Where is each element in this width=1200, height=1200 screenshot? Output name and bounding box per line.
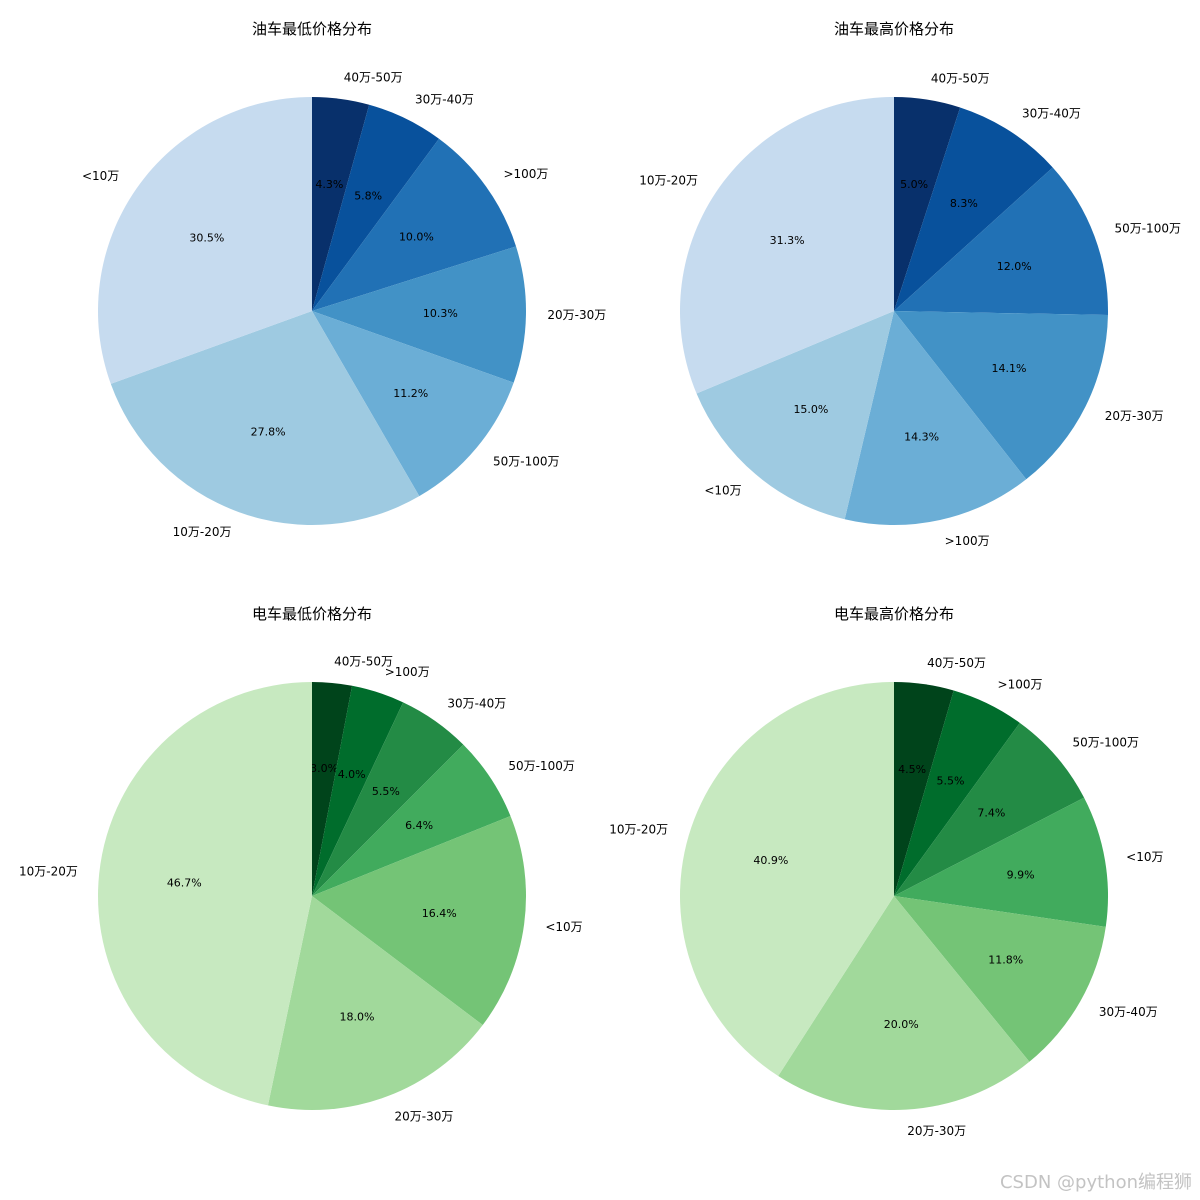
pie-slice bbox=[312, 682, 353, 896]
pie-slice bbox=[778, 896, 1030, 1110]
pie-slice bbox=[894, 690, 1020, 896]
slice-percent-label: 4.5% bbox=[898, 763, 926, 776]
slice-category-label: 20万-30万 bbox=[395, 1109, 454, 1123]
chart-title: 电车最高价格分布 bbox=[834, 605, 954, 623]
slice-category-label: 10万-20万 bbox=[173, 525, 232, 539]
slice-percent-label: 20.0% bbox=[884, 1018, 919, 1031]
slice-category-label: >100万 bbox=[998, 678, 1043, 692]
slice-category-label: <10万 bbox=[704, 483, 741, 497]
slice-percent-label: 10.3% bbox=[423, 307, 458, 320]
slice-percent-label: 11.8% bbox=[988, 953, 1023, 966]
pie-slice bbox=[110, 311, 420, 525]
slice-category-label: 50万-100万 bbox=[508, 759, 575, 773]
slice-percent-label: 3.0% bbox=[310, 762, 338, 775]
slice-percent-label: 27.8% bbox=[251, 426, 286, 439]
pie-slice bbox=[680, 97, 894, 394]
pie-slice bbox=[312, 104, 439, 311]
slice-category-label: <10万 bbox=[545, 920, 582, 934]
slice-percent-label: 30.5% bbox=[189, 231, 224, 244]
pie-slice bbox=[894, 167, 1108, 316]
pie-slice bbox=[894, 311, 1108, 480]
slice-category-label: >100万 bbox=[503, 167, 548, 181]
slice-category-label: 10万-20万 bbox=[609, 823, 668, 837]
slice-category-label: <10万 bbox=[82, 169, 119, 183]
pie-slice bbox=[312, 815, 527, 1026]
chart-title: 电车最低价格分布 bbox=[252, 605, 372, 623]
slice-percent-label: 14.3% bbox=[904, 430, 939, 443]
pie-slice bbox=[894, 107, 1053, 311]
slice-category-label: 20万-30万 bbox=[907, 1124, 966, 1138]
pie-slice bbox=[312, 311, 514, 497]
slice-category-label: 40万-50万 bbox=[927, 656, 986, 670]
slice-category-label: >100万 bbox=[385, 665, 430, 679]
chart-title: 油车最低价格分布 bbox=[252, 20, 372, 38]
slice-category-label: 10万-20万 bbox=[639, 174, 698, 188]
slice-category-label: 30万-40万 bbox=[447, 696, 506, 710]
pie-slice bbox=[696, 311, 894, 520]
slice-category-label: <10万 bbox=[1126, 850, 1163, 864]
slice-percent-label: 31.3% bbox=[770, 234, 805, 247]
chart-ev-lowest-price: 电车最低价格分布 3.0% 40万-50万 4.0% >100万 5.5% 30万-40万… bbox=[19, 605, 583, 1123]
chart-title: 油车最高价格分布 bbox=[834, 20, 954, 38]
slice-category-label: 20万-30万 bbox=[1105, 409, 1164, 423]
slice-percent-label: 9.9% bbox=[1007, 869, 1035, 882]
pie-slice bbox=[680, 682, 894, 1076]
chart-oil-highest-price: 油车最高价格分布 5.0% 40万-50万 8.3% 30万-40万 12.0% 50万-… bbox=[639, 20, 1181, 548]
slice-percent-label: 5.5% bbox=[937, 775, 965, 788]
pie-slice bbox=[312, 246, 527, 383]
slice-percent-label: 12.0% bbox=[997, 260, 1032, 273]
slice-percent-label: 7.4% bbox=[977, 806, 1005, 819]
pie-slice bbox=[894, 682, 954, 896]
slice-category-label: 50万-100万 bbox=[1073, 736, 1140, 750]
pie-slice bbox=[97, 97, 312, 384]
slice-category-label: >100万 bbox=[945, 534, 990, 548]
pie-slice bbox=[844, 311, 1027, 525]
slice-category-label: 40万-50万 bbox=[931, 71, 990, 85]
pie-slice bbox=[312, 685, 404, 896]
slice-percent-label: 14.1% bbox=[991, 362, 1026, 375]
pie-slice bbox=[894, 97, 961, 311]
slice-category-label: 50万-100万 bbox=[1114, 221, 1181, 235]
slice-percent-label: 5.8% bbox=[354, 190, 382, 203]
slice-percent-label: 10.0% bbox=[399, 230, 434, 243]
slice-percent-label: 5.5% bbox=[372, 785, 400, 798]
pie-slice bbox=[894, 797, 1108, 927]
slice-percent-label: 18.0% bbox=[340, 1010, 375, 1023]
slice-percent-label: 4.0% bbox=[338, 768, 366, 781]
slice-category-label: 30万-40万 bbox=[1022, 106, 1081, 120]
pie-slice bbox=[98, 682, 312, 1106]
slice-percent-label: 15.0% bbox=[793, 403, 828, 416]
slice-category-label: 40万-50万 bbox=[344, 71, 403, 85]
watermark-text: CSDN @python编程狮 bbox=[999, 1172, 1192, 1193]
slice-category-label: 30万-40万 bbox=[1099, 1005, 1158, 1019]
slice-category-label: 10万-20万 bbox=[19, 865, 78, 879]
slice-category-label: 20万-30万 bbox=[547, 308, 606, 322]
slice-percent-label: 5.0% bbox=[900, 178, 928, 191]
pie-slice bbox=[894, 722, 1085, 896]
pie-slice bbox=[312, 702, 464, 896]
slice-category-label: 40万-50万 bbox=[334, 655, 393, 669]
pie-slice bbox=[267, 896, 483, 1110]
chart-ev-highest-price: 电车最高价格分布 4.5% 40万-50万 5.5% >100万 7.4% 50万-100… bbox=[609, 605, 1163, 1138]
chart-oil-lowest-price: 油车最低价格分布 4.3% 40万-50万 5.8% 30万-40万 10.0% >100… bbox=[82, 20, 606, 539]
slice-category-label: 50万-100万 bbox=[493, 454, 560, 468]
pie-slice bbox=[894, 896, 1106, 1062]
pie-slice bbox=[312, 97, 370, 311]
slice-percent-label: 16.4% bbox=[422, 907, 457, 920]
slice-percent-label: 4.3% bbox=[315, 178, 343, 191]
slice-category-label: 30万-40万 bbox=[415, 92, 474, 106]
slice-percent-label: 8.3% bbox=[950, 197, 978, 210]
slice-percent-label: 11.2% bbox=[393, 387, 428, 400]
slice-percent-label: 6.4% bbox=[405, 819, 433, 832]
pie-slice bbox=[312, 138, 517, 311]
pie-slice bbox=[312, 744, 511, 896]
slice-percent-label: 40.9% bbox=[753, 854, 788, 867]
slice-percent-label: 46.7% bbox=[167, 877, 202, 890]
